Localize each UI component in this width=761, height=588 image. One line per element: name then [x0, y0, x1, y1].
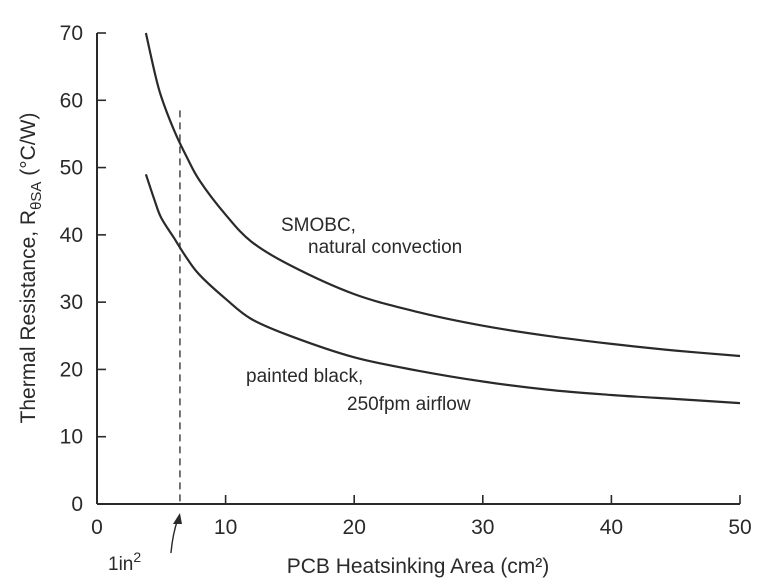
x-tick-label: 30 — [471, 516, 494, 539]
x-tick-label: 10 — [214, 516, 237, 539]
series-painted-black-label-line1: painted black, — [246, 366, 363, 387]
series-smobc-label-line1: SMOBC, — [281, 215, 356, 236]
y-tick-label: 30 — [60, 291, 83, 314]
marker-arrowhead-icon — [172, 513, 182, 524]
marker-label: 1in2 — [108, 549, 141, 575]
y-axis-title: Thermal Resistance, RθSA (°C/W) — [17, 113, 45, 424]
x-tick-label: 40 — [600, 516, 623, 539]
y-tick-label: 40 — [60, 224, 83, 247]
x-tick-label: 20 — [343, 516, 366, 539]
series-painted-black-curve — [144, 173, 741, 405]
x-tick-group: 0 10 20 30 40 50 — [91, 495, 752, 539]
y-tick-group: 0 10 20 30 40 50 60 70 — [60, 22, 106, 516]
y-tick-label: 20 — [60, 358, 83, 381]
y-tick-label: 50 — [60, 157, 83, 180]
series-smobc-curve — [144, 32, 741, 358]
y-tick-label: 0 — [71, 493, 83, 516]
y-tick-label: 10 — [60, 426, 83, 449]
series-painted-black-label-line2: 250fpm airflow — [347, 394, 471, 415]
marker-arrow-icon — [170, 518, 179, 554]
y-tick-label: 70 — [60, 22, 83, 45]
x-axis-title: PCB Heatsinking Area (cm²) — [287, 555, 550, 578]
y-tick-label: 60 — [60, 89, 83, 112]
series-smobc-label-line2: natural convection — [308, 237, 462, 258]
x-tick-label: 0 — [91, 516, 103, 539]
x-tick-label: 50 — [728, 516, 751, 539]
